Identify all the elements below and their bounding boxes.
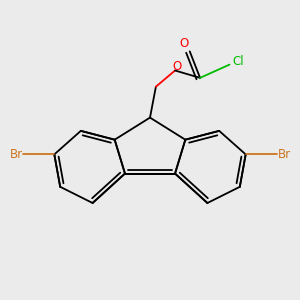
Text: Br: Br [278, 148, 290, 161]
Text: Br: Br [10, 148, 22, 161]
Text: Cl: Cl [232, 55, 244, 68]
Text: O: O [173, 60, 182, 73]
Text: O: O [180, 37, 189, 50]
